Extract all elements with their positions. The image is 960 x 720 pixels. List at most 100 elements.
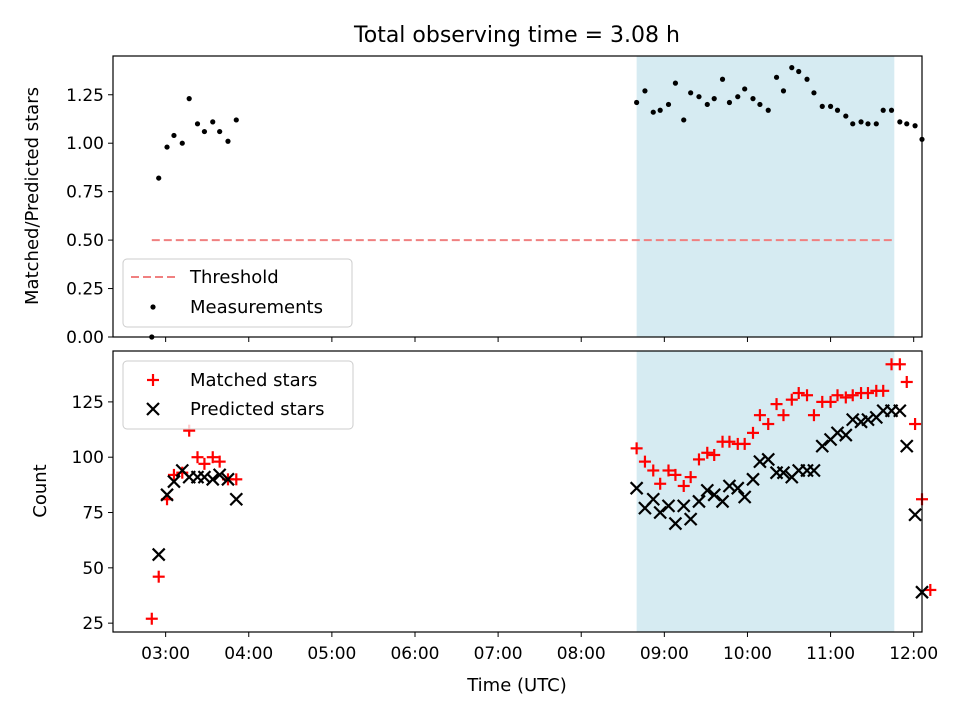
x-tick-label: 08:00 — [557, 644, 606, 664]
measurement-point — [657, 107, 663, 113]
predicted-stars-point — [730, 481, 745, 495]
measurement-point — [719, 76, 726, 82]
predicted-stars-point — [676, 499, 691, 513]
measurement-point — [704, 101, 710, 108]
measurement-point — [888, 107, 895, 113]
top-x-ticks — [165, 337, 915, 342]
matched-stars-point — [723, 435, 736, 448]
bottom-legend-predicted-swatch — [146, 402, 160, 416]
x-tick-label: 09:00 — [640, 644, 689, 664]
measurement-point — [843, 113, 849, 119]
top-legend-threshold-label: Threshold — [189, 267, 279, 288]
matched-stars-point — [770, 398, 783, 411]
measurement-point — [201, 128, 208, 135]
top-axes-frame — [112, 55, 923, 338]
measurement-point — [827, 103, 834, 109]
measurement-point — [811, 90, 817, 96]
top-y-tick-label: 0.75 — [66, 183, 104, 203]
bottom-legend-matched-swatch — [147, 374, 159, 386]
x-tick-label: 03:00 — [141, 644, 190, 664]
predicted-stars-point — [707, 488, 721, 502]
predicted-stars-point — [197, 470, 212, 484]
measurement-point — [780, 88, 787, 94]
bot-y-tick-label: 75 — [82, 504, 104, 524]
matched-stars-point — [684, 471, 697, 484]
predicted-stars-point — [830, 426, 845, 440]
matched-stars-point — [152, 570, 165, 583]
measurement-point — [711, 96, 717, 102]
top-y-tick-label: 0.25 — [66, 280, 104, 300]
predicted-stars-point — [661, 499, 676, 513]
x-tick-label: 04:00 — [224, 644, 273, 664]
predicted-stars-point — [715, 494, 730, 509]
measurement-point — [681, 117, 687, 123]
predicted-stars-point — [151, 547, 166, 562]
matched-stars-point — [213, 455, 226, 468]
measurement-point — [834, 107, 841, 113]
measurement-point — [735, 94, 741, 100]
x-axis-label: Time (UTC) — [466, 675, 567, 696]
bottom-panel: 03:00 04:00 05:00 06:00 07:00 08:00 09:00 10:00… — [30, 350, 938, 696]
matched-stars-point — [785, 393, 798, 406]
matched-stars-point — [630, 442, 643, 455]
top-y-axis-label: Matched/Predicted stars — [22, 87, 43, 305]
bottom-legend-box — [122, 360, 354, 430]
measurement-point — [880, 107, 886, 113]
measurement-point — [750, 96, 756, 102]
matched-stars-point — [669, 468, 682, 481]
predicted-stars-point — [737, 490, 752, 504]
matched-stars-point — [824, 395, 837, 408]
predicted-stars-point — [221, 472, 235, 487]
bottom-axes-frame — [112, 350, 923, 633]
measurement-point — [897, 119, 903, 125]
predicted-stars-point — [646, 492, 661, 507]
measurement-point — [912, 123, 918, 129]
predicted-stars-point — [761, 452, 776, 467]
bottom-y-ticks: 25 50 75 100 125 — [72, 393, 113, 634]
top-legend-measurements-swatch — [150, 304, 156, 310]
top-series-measurements — [149, 65, 925, 340]
predicted-stars-point — [692, 494, 706, 509]
x-tick-label: 06:00 — [390, 644, 439, 664]
matched-stars-point — [792, 387, 805, 400]
predicted-stars-point — [629, 481, 644, 495]
predicted-stars-point — [807, 463, 821, 478]
measurement-point — [225, 138, 231, 144]
measurement-point — [904, 121, 910, 127]
predicted-stars-point — [815, 439, 830, 453]
predicted-stars-point — [893, 403, 907, 418]
predicted-stars-point — [908, 507, 922, 522]
measurement-point — [765, 107, 771, 113]
matched-stars-point — [191, 451, 204, 464]
bottom-series-matched-stars — [145, 358, 937, 625]
top-y-tick-label: 1.00 — [66, 134, 104, 154]
matched-stars-point — [206, 451, 219, 464]
measurement-point — [850, 121, 856, 127]
x-tick-label: 07:00 — [474, 644, 523, 664]
bottom-legend: Matched stars Predicted stars — [122, 360, 354, 430]
bottom-y-axis-label: Count — [30, 464, 51, 517]
predicted-stars-point — [746, 472, 760, 487]
x-tick-label: 05:00 — [307, 644, 356, 664]
predicted-stars-point — [229, 492, 244, 507]
measurement-point — [789, 65, 795, 71]
top-legend: Threshold Measurements — [122, 258, 353, 328]
measurement-point — [726, 99, 733, 106]
predicted-stars-point — [861, 412, 875, 427]
measurement-point — [796, 68, 802, 75]
measurement-point — [773, 74, 780, 80]
matched-stars-point — [861, 387, 874, 400]
bottom-series-predicted-stars — [151, 403, 929, 599]
matched-stars-point — [230, 473, 243, 486]
predicted-stars-point — [160, 488, 174, 502]
measurement-point — [757, 101, 763, 108]
measurement-point — [186, 96, 192, 102]
matched-stars-point — [807, 409, 820, 422]
measurement-point — [171, 132, 177, 139]
predicted-stars-point — [776, 465, 791, 480]
x-tick-label: 11:00 — [806, 644, 855, 664]
matched-stars-point — [708, 448, 721, 461]
measurement-point — [804, 76, 810, 82]
matched-stars-point — [877, 384, 890, 397]
top-legend-measurements-label: Measurements — [190, 297, 323, 318]
